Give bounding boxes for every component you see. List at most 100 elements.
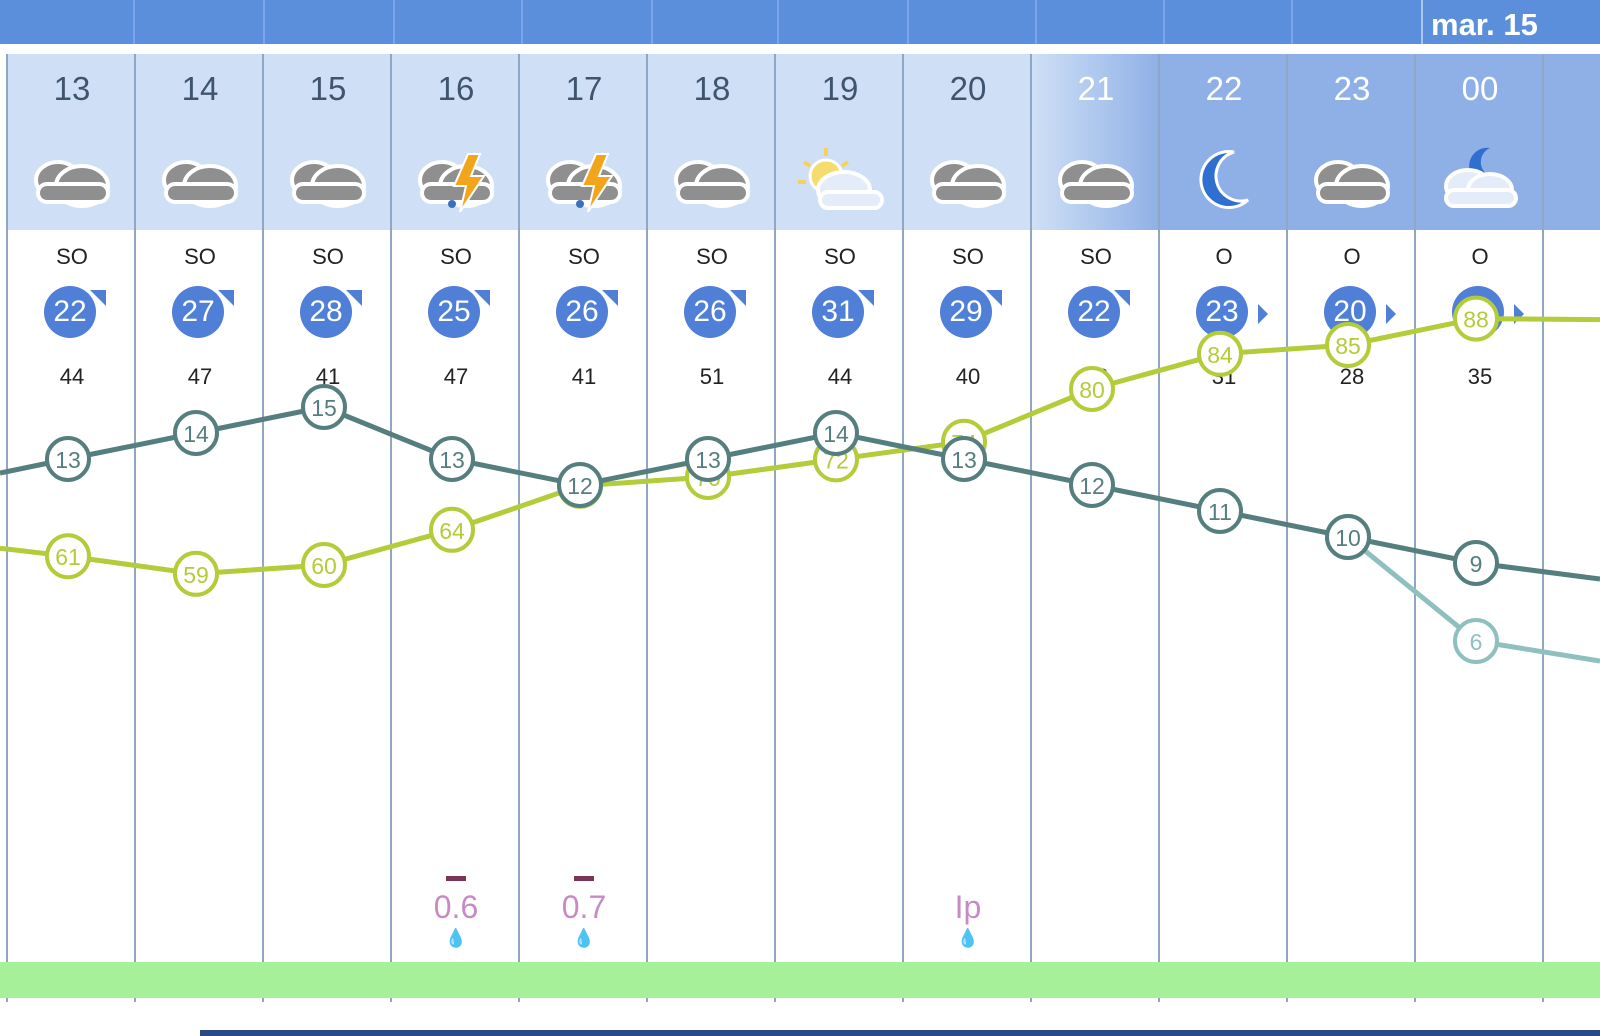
hour-column-17[interactable]: 17 SO 26 41 0.7 💧	[520, 54, 648, 962]
hour-label: 17	[565, 70, 603, 107]
cloud-icon	[34, 160, 110, 208]
wind-direction: SO	[952, 244, 984, 269]
raindrops-icon: 💧	[956, 928, 980, 948]
hour-column-13[interactable]: 13 SO 22 44	[8, 54, 136, 962]
header-divider	[1035, 0, 1037, 44]
header-divider	[777, 0, 779, 44]
status-strip	[0, 962, 1600, 998]
precipitation-amount: Ip	[954, 889, 982, 925]
wind-gust: 47	[187, 364, 213, 389]
cloud-icon	[674, 160, 750, 208]
date-label[interactable]: mar. 15	[1421, 0, 1546, 44]
hour-column-14[interactable]: 14 SO 27 47	[136, 54, 264, 962]
wind-direction: SO	[1080, 244, 1112, 269]
wind-gust: 36	[1083, 364, 1109, 389]
column-divider	[774, 54, 776, 1002]
cloud-icon	[290, 160, 366, 208]
wind-arrow-icon	[346, 290, 362, 306]
column-divider	[390, 54, 392, 1002]
hour-column-16[interactable]: 16 SO 25 47 0.6 💧	[392, 54, 520, 962]
wind-direction: O	[1471, 244, 1489, 269]
wind-gust: 40	[955, 364, 981, 389]
column-divider	[646, 54, 648, 1002]
column-divider	[262, 54, 264, 1002]
header-divider	[907, 0, 909, 44]
hour-label: 23	[1333, 70, 1371, 107]
column-divider	[6, 54, 8, 1002]
hour-column-20[interactable]: 20 SO 29 40 Ip 💧	[904, 54, 1032, 962]
wind-arrow-icon	[90, 290, 106, 306]
sun-cloud-icon	[798, 148, 884, 210]
thunderstorm-icon	[546, 153, 622, 212]
cloud-icon	[162, 160, 238, 208]
wind-direction: SO	[696, 244, 728, 269]
precipitation-amount: 0.6	[433, 889, 479, 925]
wind-speed-value: 31	[812, 286, 864, 338]
hour-column-15[interactable]: 15 SO 28 41	[264, 54, 392, 962]
hour-label: 20	[949, 70, 987, 107]
wind-speed-value: 22	[44, 286, 96, 338]
wind-gust: 44	[827, 364, 853, 389]
wind-speed-value: 22	[1068, 286, 1120, 338]
wind-gust: 41	[571, 364, 597, 389]
column-divider	[134, 54, 136, 1002]
scrollbar-track[interactable]	[200, 1030, 1600, 1036]
wind-gust: 47	[443, 364, 469, 389]
wind-speed-value: 28	[300, 286, 352, 338]
hour-column-21[interactable]: 21 SO 22 36	[1032, 54, 1160, 962]
column-divider	[1158, 54, 1160, 1002]
wind-direction: SO	[824, 244, 856, 269]
wind-arrow-icon	[986, 290, 1002, 306]
hourly-forecast-columns: 13 SO 22 44 14 SO 27 47 15 SO 28 41 16 SO 25 47 0.6 💧…	[0, 54, 1600, 1036]
hour-column-22[interactable]: 22 O 23 31	[1160, 54, 1288, 962]
wind-speed-badge: 22	[44, 286, 106, 342]
hour-label: 18	[693, 70, 731, 107]
hour-column-18[interactable]: 18 SO 26 51	[648, 54, 776, 962]
wind-direction: SO	[56, 244, 88, 269]
precipitation: 0.6 💧	[392, 876, 520, 949]
header-divider	[393, 0, 395, 44]
wind-speed-value: 29	[940, 286, 992, 338]
column-divider	[1414, 54, 1416, 1002]
header-divider	[1291, 0, 1293, 44]
column-divider	[1030, 54, 1032, 1002]
hour-label: 19	[821, 70, 859, 107]
precipitation: Ip 💧	[904, 876, 1032, 949]
hour-label: 21	[1077, 70, 1115, 107]
wind-speed-badge: 23	[1196, 286, 1268, 342]
hour-label: 22	[1205, 70, 1243, 107]
wind-arrow-icon	[218, 290, 234, 306]
wind-speed-value: 23	[1196, 286, 1248, 338]
hour-column-00[interactable]: 00 O 18 35	[1416, 54, 1544, 962]
wind-arrow-icon	[730, 290, 746, 306]
precipitation-amount: 0.7	[561, 889, 607, 925]
wind-arrow-icon	[474, 290, 490, 306]
wind-speed-value: 26	[684, 286, 736, 338]
header-divider	[651, 0, 653, 44]
precipitation: 0.7 💧	[520, 876, 648, 949]
wind-arrow-icon	[602, 290, 618, 306]
wind-speed-badge: 20	[1324, 286, 1396, 342]
hour-label: 00	[1461, 70, 1499, 107]
wind-direction: SO	[184, 244, 216, 269]
column-divider	[518, 54, 520, 1002]
raindrops-icon: 💧	[572, 928, 596, 948]
moon-icon	[1199, 150, 1250, 210]
wind-speed-badge: 26	[556, 286, 618, 342]
cloud-icon	[1058, 160, 1134, 208]
thunderstorm-icon	[418, 153, 494, 212]
hour-column-23[interactable]: 23 O 20 28	[1288, 54, 1416, 962]
wind-speed-badge: 25	[428, 286, 490, 342]
wind-speed-badge: 18	[1452, 286, 1524, 342]
wind-direction: O	[1343, 244, 1361, 269]
wind-speed-value: 27	[172, 286, 224, 338]
hour-column-19[interactable]: 19 SO 31 44	[776, 54, 904, 962]
column-divider	[1286, 54, 1288, 1002]
hour-label: 16	[437, 70, 475, 107]
cloud-icon	[930, 160, 1006, 208]
wind-direction: SO	[440, 244, 472, 269]
wind-gust: 35	[1467, 364, 1493, 389]
wind-gust: 44	[59, 364, 85, 389]
wind-direction: SO	[568, 244, 600, 269]
wind-speed-badge: 29	[940, 286, 1002, 342]
